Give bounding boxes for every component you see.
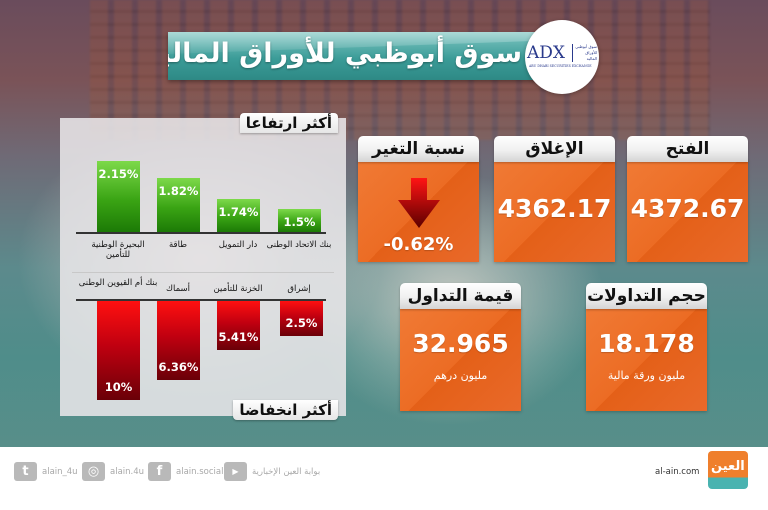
- volume-value: 18.178: [598, 329, 695, 358]
- facebook-link[interactable]: f alain.social: [148, 462, 223, 481]
- bar-value: 6.36%: [158, 360, 199, 374]
- gainer-bar: 1.74%: [217, 199, 260, 232]
- loser-bar: 6.36%: [157, 301, 200, 380]
- open-value: 4372.67: [630, 194, 745, 223]
- volume-unit: مليون ورقة مالية: [607, 369, 686, 382]
- loser-bar: 2.5%: [280, 301, 323, 336]
- change-card: -0.62% نسبة التغير: [358, 136, 479, 262]
- turnover-card: 32.965 مليون درهم قيمة التداول: [400, 283, 521, 411]
- category-label: دار التمويل: [218, 240, 258, 250]
- loser-name: إشراق: [259, 284, 339, 294]
- footer: t alain_4u ◎ alain.4u f alain.social ▶ ب…: [0, 447, 768, 510]
- category-label: الخزنة للتأمين: [213, 284, 263, 294]
- bar-value: 10%: [104, 380, 133, 394]
- logo-divider: [572, 44, 573, 62]
- gainers-axis: [76, 232, 326, 234]
- movers-chart-panel: أكثر ارتفاعا 2.15% 1.82% 1.74% 1.5% البح…: [60, 113, 346, 420]
- change-label: نسبة التغير: [358, 136, 479, 162]
- category-label: بنك أم القيوين الوطنى: [78, 278, 158, 288]
- volume-card: 18.178 مليون ورقة مالية حجم التداولات: [586, 283, 707, 411]
- gainer-bar: 1.82%: [157, 178, 200, 232]
- youtube-link[interactable]: ▶ بوابة العين الإخبارية: [224, 462, 320, 481]
- title-banner: سوق أبوظبي للأوراق المالية: [168, 32, 538, 80]
- facebook-icon: f: [148, 462, 171, 481]
- gainer-name: دار التمويل: [198, 240, 278, 250]
- bar-value: 1.5%: [283, 215, 316, 229]
- open-label: الفتح: [627, 136, 748, 162]
- instagram-link[interactable]: ◎ alain.4u: [82, 462, 144, 481]
- gainers-heading: أكثر ارتفاعا: [239, 113, 338, 133]
- facebook-handle: alain.social: [176, 466, 224, 477]
- open-card: 4372.67 الفتح: [627, 136, 748, 262]
- bar-value: 2.5%: [285, 316, 318, 330]
- loser-name: الخزنة للتأمين: [198, 284, 278, 294]
- loser-name: بنك أم القيوين الوطنى: [78, 278, 158, 288]
- site-url[interactable]: al-ain.com: [655, 467, 700, 477]
- category-label: أسماك: [166, 284, 190, 294]
- adx-logo-abbr: ADX: [527, 43, 566, 63]
- youtube-channel: بوابة العين الإخبارية: [252, 466, 321, 477]
- gainer-name: بنك الاتحاد الوطنى: [259, 240, 339, 250]
- gainer-name: البحيرة الوطنية للتأمين: [78, 240, 158, 260]
- youtube-icon: ▶: [224, 462, 247, 481]
- category-label: إشراق: [287, 284, 311, 294]
- card-body: 4362.17: [494, 160, 615, 262]
- bar-value: 2.15%: [98, 167, 139, 181]
- bar-value: 5.41%: [218, 330, 259, 344]
- volume-label: حجم التداولات: [586, 283, 707, 309]
- change-value: -0.62%: [383, 234, 454, 255]
- adx-logo: ADX سوق أبوظبي للأوراق المالية ABU DHABI…: [525, 20, 599, 94]
- twitter-icon: t: [14, 462, 37, 481]
- alain-logo-text: العين: [711, 459, 745, 474]
- gainer-bar: 2.15%: [97, 161, 140, 232]
- twitter-handle: alain_4u: [42, 466, 78, 477]
- close-value: 4362.17: [497, 194, 612, 223]
- instagram-icon: ◎: [82, 462, 105, 481]
- loser-name: أسماك: [138, 284, 218, 294]
- gainer-name: طاقة: [138, 240, 218, 250]
- section-divider: [72, 272, 334, 273]
- bar-value: 1.82%: [158, 184, 199, 198]
- instagram-handle: alain.4u: [110, 466, 145, 477]
- adx-logo-english: ABU DHABI SECURITIES EXCHANGE: [529, 64, 592, 68]
- bar-value: 1.74%: [218, 205, 259, 219]
- alain-logo: العين: [708, 451, 748, 489]
- arrow-down-icon: [398, 178, 440, 228]
- category-label: بنك الاتحاد الوطنى: [266, 240, 332, 250]
- card-body: 32.965 مليون درهم: [400, 307, 521, 411]
- losers-axis: [76, 299, 326, 301]
- card-body: 4372.67: [627, 160, 748, 262]
- twitter-link[interactable]: t alain_4u: [14, 462, 78, 481]
- loser-bar: 10%: [97, 301, 140, 400]
- adx-logo-arabic: سوق أبوظبي للأوراق المالية: [575, 44, 597, 61]
- close-card: 4362.17 الإغلاق: [494, 136, 615, 262]
- close-label: الإغلاق: [494, 136, 615, 162]
- gainer-bar: 1.5%: [278, 209, 321, 232]
- card-body: -0.62%: [358, 160, 479, 262]
- category-label: طاقة: [169, 240, 187, 250]
- category-label: البحيرة الوطنية للتأمين: [91, 240, 145, 260]
- card-body: 18.178 مليون ورقة مالية: [586, 307, 707, 411]
- page-title: سوق أبوظبي للأوراق المالية: [168, 38, 522, 69]
- turnover-unit: مليون درهم: [433, 369, 488, 382]
- loser-bar: 5.41%: [217, 301, 260, 350]
- turnover-value: 32.965: [412, 329, 509, 358]
- losers-heading: أكثر انخفاضا: [233, 400, 338, 420]
- turnover-label: قيمة التداول: [400, 283, 521, 309]
